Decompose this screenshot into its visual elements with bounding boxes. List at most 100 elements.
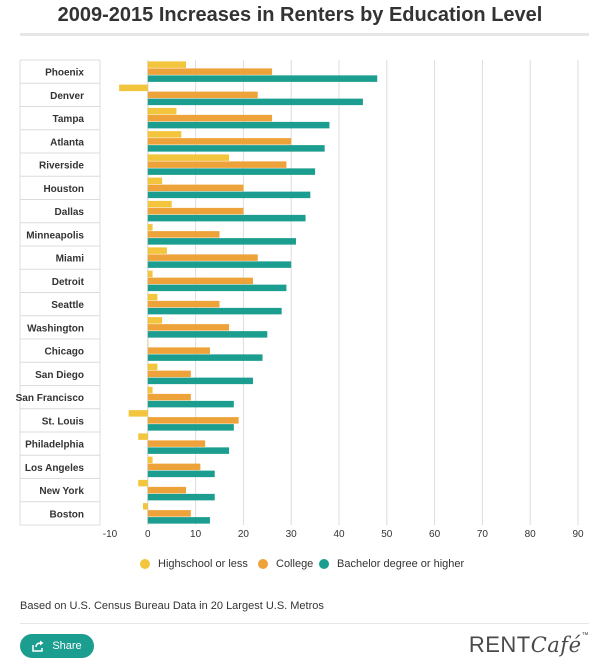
category-label: Denver — [50, 91, 84, 102]
legend-swatch — [140, 559, 150, 569]
legend-item-college[interactable]: College — [258, 558, 313, 570]
bar — [147, 354, 263, 361]
bar — [138, 479, 148, 487]
bar — [128, 410, 148, 417]
bar — [147, 493, 215, 501]
bar — [147, 424, 234, 431]
bar — [147, 456, 153, 464]
bar — [147, 463, 201, 471]
category-label: Boston — [50, 509, 84, 520]
bar — [147, 61, 187, 68]
category-label: New York — [39, 486, 84, 497]
legend-item-highschool[interactable]: Highschool or less — [140, 558, 248, 570]
bar — [147, 207, 244, 215]
bar — [147, 98, 363, 106]
bar — [147, 177, 163, 185]
bar — [147, 363, 158, 371]
share-button[interactable]: Share — [20, 634, 94, 658]
bar — [147, 400, 234, 408]
category-label: Philadelphia — [25, 440, 84, 451]
logo-main: RENT — [468, 632, 531, 657]
bar — [147, 231, 220, 238]
bar — [147, 91, 258, 99]
x-tick-label: 50 — [381, 529, 393, 540]
bar — [147, 324, 230, 331]
bar — [147, 270, 153, 278]
legend-label: Bachelor degree or higher — [337, 558, 465, 570]
bar — [143, 503, 148, 510]
x-tick-label: 40 — [333, 529, 345, 540]
bar — [147, 161, 287, 168]
legend-label: Highschool or less — [158, 558, 248, 570]
category-label: Dallas — [55, 207, 85, 218]
bar — [147, 184, 244, 192]
bar — [147, 114, 273, 122]
x-tick-label: 70 — [477, 529, 489, 540]
footer-divider — [20, 623, 589, 624]
bar — [147, 214, 306, 222]
x-tick-label: 60 — [429, 529, 441, 540]
logo-accent: Café — [530, 633, 582, 657]
legend-swatch — [258, 559, 268, 569]
category-label: Atlanta — [50, 137, 84, 148]
category-label: Miami — [56, 254, 85, 265]
bar — [147, 75, 378, 82]
bar — [147, 440, 206, 447]
bar — [147, 145, 325, 152]
bar — [147, 238, 296, 245]
category-label: Los Angeles — [25, 463, 85, 474]
bar — [138, 433, 148, 440]
category-label: Detroit — [52, 277, 85, 288]
bar — [147, 417, 239, 424]
category-label: St. Louis — [42, 416, 85, 427]
bar — [147, 138, 292, 145]
bar — [147, 331, 268, 338]
category-label: San Francisco — [16, 393, 84, 404]
x-tick-label: -10 — [103, 529, 118, 540]
share-icon — [32, 640, 44, 652]
bar — [147, 386, 153, 394]
bar — [147, 68, 273, 75]
bar — [147, 377, 253, 385]
bar — [147, 370, 191, 378]
legend-swatch — [319, 559, 329, 569]
x-tick-label: 80 — [525, 529, 537, 540]
bar — [119, 84, 148, 92]
title-divider — [20, 33, 589, 36]
bar — [147, 293, 158, 301]
bar — [147, 168, 316, 175]
category-label: Phoenix — [45, 68, 84, 79]
bar — [147, 191, 311, 199]
bar — [147, 447, 230, 454]
rentcafe-logo: RENTCafé™ — [469, 632, 589, 658]
bar — [147, 107, 177, 115]
x-tick-label: 0 — [145, 529, 151, 540]
bar — [147, 347, 210, 354]
x-tick-label: 30 — [286, 529, 298, 540]
chart-legend: Highschool or less College Bachelor degr… — [0, 558, 600, 576]
category-label: Tampa — [53, 114, 85, 125]
bar — [147, 131, 182, 138]
legend-item-bachelor[interactable]: Bachelor degree or higher — [319, 558, 464, 570]
bar — [147, 470, 215, 478]
x-tick-label: 90 — [572, 529, 584, 540]
logo-tm: ™ — [581, 632, 589, 639]
x-tick-label: 20 — [238, 529, 250, 540]
category-label: Riverside — [39, 161, 84, 172]
bar — [147, 486, 187, 494]
bar-chart: Phoenix Denver Tampa Atlanta Riverside Housto… — [16, 59, 584, 540]
bar — [147, 317, 163, 324]
bar — [147, 121, 330, 129]
category-label: Minneapolis — [26, 230, 84, 241]
source-note: Based on U.S. Census Bureau Data in 20 L… — [20, 600, 324, 612]
category-label: Seattle — [51, 300, 84, 311]
bar — [147, 200, 172, 208]
category-label: San Diego — [35, 370, 84, 381]
bar — [147, 510, 191, 517]
chart-title: 2009-2015 Increases in Renters by Educat… — [57, 4, 543, 26]
category-label: Washington — [27, 323, 84, 334]
bar — [147, 277, 253, 285]
bar — [147, 284, 287, 292]
bar — [147, 340, 149, 347]
bar — [147, 517, 210, 524]
